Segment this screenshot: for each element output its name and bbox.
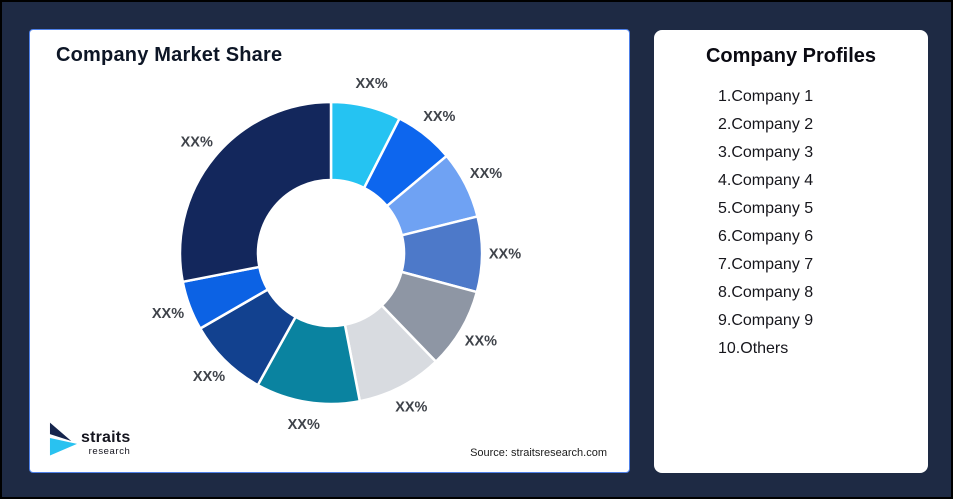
company-list-item: 5.Company 5 (718, 200, 814, 217)
profiles-title: Company Profiles (705, 45, 877, 67)
logo-subtext: research (88, 446, 131, 457)
company-list-item: 7.Company 7 (718, 256, 814, 273)
company-list-item: 8.Company 8 (718, 284, 814, 301)
straits-research-logo: straits research (49, 421, 130, 458)
donut-chart: XX% XX% XX% XX% XX% XX% XX% XX% XX% XX% (152, 76, 521, 433)
source-attribution: Source: straitsresearch.com (470, 447, 607, 459)
company-list-item: 1.Company 1 (718, 88, 814, 105)
market-share-card: Company Market Share XX% XX% XX% XX% XX% XX% X… (29, 29, 630, 473)
straits-logo-icon (49, 422, 78, 456)
company-list-item: 10.Others (718, 340, 789, 357)
slice-percent-label: XX% (355, 76, 387, 92)
slice-percent-label: XX% (181, 134, 213, 150)
company-list-item: 3.Company 3 (718, 144, 814, 161)
slice-percent-label: XX% (395, 399, 427, 415)
slice-percent-label: XX% (288, 417, 320, 433)
company-list: 1.Company 1 2.Company 2 3.Company 3 4.Co… (718, 83, 813, 363)
slice-percent-label: XX% (193, 369, 225, 385)
slice-percent-label: XX% (423, 109, 455, 125)
slice-percent-label: XX% (465, 333, 497, 349)
logo-arrow-top (49, 422, 72, 441)
logo-arrow-bottom (49, 438, 78, 456)
company-list-item: 9.Company 9 (718, 312, 814, 329)
slice-percent-label: XX% (152, 306, 184, 322)
company-list-item: 4.Company 4 (718, 172, 814, 189)
slice-percent-label: XX% (470, 166, 502, 182)
logo-wordmark: straits (81, 429, 131, 446)
chart-title: Company Market Share (56, 44, 283, 66)
company-profiles-card: Company Profiles 1.Company 1 2.Company 2… (654, 30, 928, 473)
company-list-item: 2.Company 2 (718, 116, 814, 133)
logo-text: straits research (81, 430, 130, 457)
company-list-item: 6.Company 6 (718, 228, 814, 245)
slice-percent-label: XX% (489, 247, 521, 263)
donut-segment-others (178, 100, 333, 284)
